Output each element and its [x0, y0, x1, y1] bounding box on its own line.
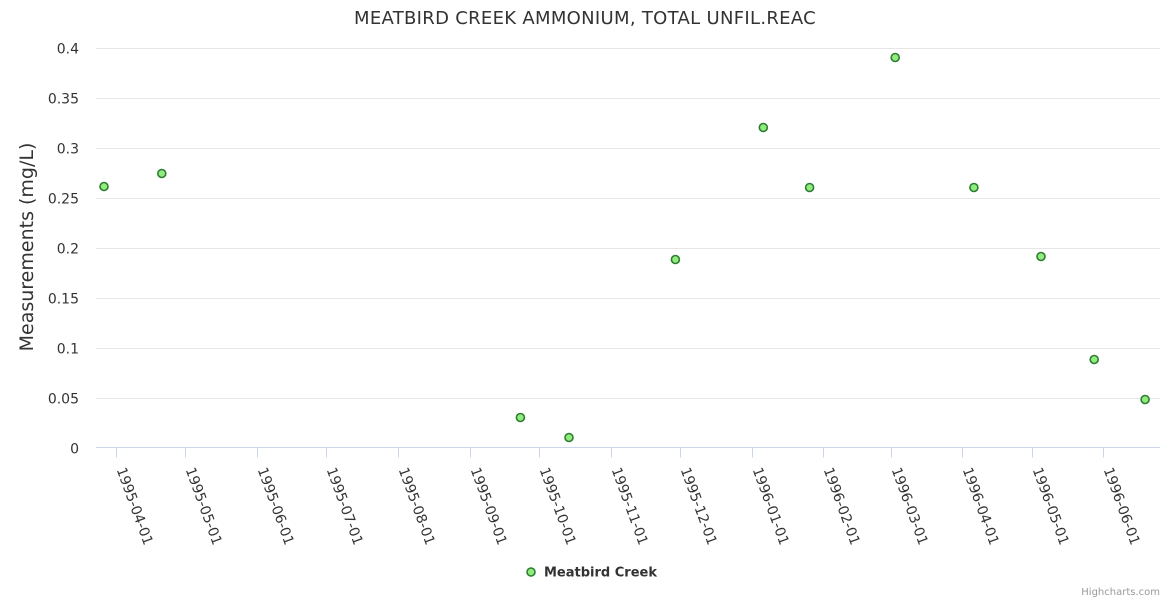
- x-tick-label: 1996-01-01: [749, 465, 792, 547]
- data-point[interactable]: [1140, 394, 1150, 405]
- grid-lines: [96, 48, 1160, 399]
- x-tick-label: 1995-07-01: [323, 465, 366, 547]
- x-tick-label: 1995-11-01: [608, 465, 651, 547]
- legend-label[interactable]: Meatbird Creek: [544, 566, 657, 581]
- y-tick-label: 0.4: [57, 42, 79, 58]
- y-tick-label: 0.3: [57, 142, 79, 158]
- y-tick-label: 0.35: [48, 92, 79, 108]
- y-tick-label: 0.15: [48, 292, 79, 308]
- x-tick-label: 1996-02-01: [820, 465, 863, 547]
- x-tick-label: 1996-04-01: [959, 465, 1002, 547]
- credits-link[interactable]: Highcharts.com: [1081, 587, 1160, 598]
- data-point[interactable]: [670, 254, 681, 265]
- y-axis-ticks: 0 0.05 0.1 0.15 0.2 0.25 0.3 0.35 0.4: [48, 42, 79, 458]
- x-tick-label: 1995-08-01: [395, 465, 438, 547]
- x-tick-label: 1995-09-01: [467, 465, 510, 547]
- data-point[interactable]: [1089, 354, 1099, 365]
- data-point[interactable]: [157, 168, 167, 179]
- data-point[interactable]: [1036, 251, 1046, 262]
- x-tick-label: 1995-12-01: [677, 465, 720, 547]
- data-point[interactable]: [99, 181, 109, 192]
- legend-marker[interactable]: [526, 567, 536, 577]
- y-axis-title: Measurements (mg/L): [16, 143, 38, 352]
- data-point[interactable]: [804, 182, 815, 193]
- x-tick-label: 1995-04-01: [113, 465, 156, 547]
- legend[interactable]: Meatbird Creek: [526, 566, 657, 581]
- x-tick-label: 1995-10-01: [536, 465, 579, 547]
- data-point[interactable]: [515, 412, 526, 423]
- data-point[interactable]: [758, 122, 769, 133]
- y-tick-label: 0.1: [57, 342, 79, 358]
- x-tick-label: 1995-06-01: [254, 465, 297, 547]
- data-point[interactable]: [890, 52, 901, 63]
- y-tick-label: 0.2: [57, 242, 79, 258]
- chart-title: MEATBIRD CREEK AMMONIUM, TOTAL UNFIL.REA…: [354, 8, 816, 29]
- x-tick-label: 1996-06-01: [1100, 465, 1143, 547]
- data-point[interactable]: [969, 182, 979, 193]
- y-tick-label: 0.05: [48, 392, 79, 408]
- y-tick-label: 0.25: [48, 192, 79, 208]
- x-tick-label: 1996-05-01: [1029, 465, 1072, 547]
- series-points: [99, 52, 1150, 443]
- data-point[interactable]: [564, 432, 574, 443]
- x-tick-label: 1995-05-01: [182, 465, 225, 547]
- x-tick-label: 1996-03-01: [888, 465, 931, 547]
- x-axis-ticks: 1995-04-01 1995-05-01 1995-06-01 1995-07-01…: [113, 447, 1143, 547]
- y-tick-label: 0: [70, 442, 79, 458]
